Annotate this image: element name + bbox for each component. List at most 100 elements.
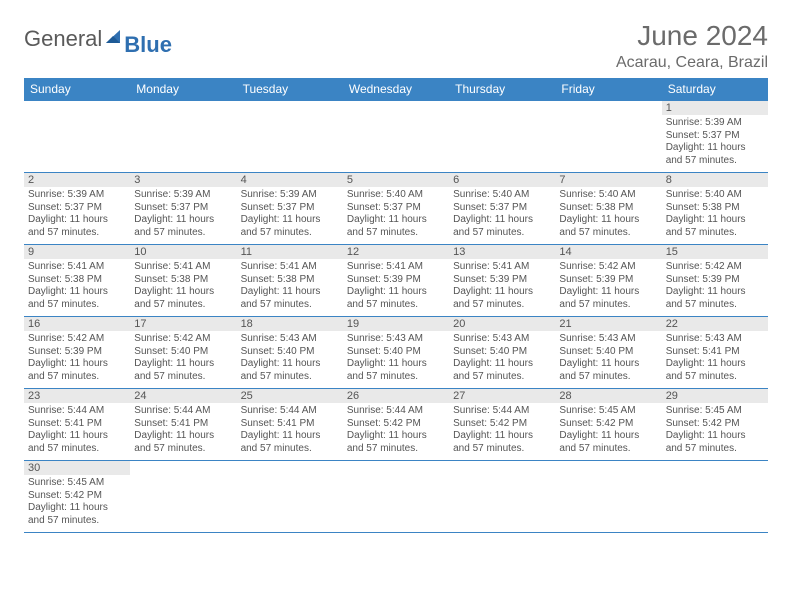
day-number: 8 [662,173,768,187]
day-details: Sunrise: 5:44 AMSunset: 5:41 PMDaylight:… [130,403,236,457]
title-wrap: June 2024 Acarau, Ceara, Brazil [616,20,768,72]
day-number: 9 [24,245,130,259]
day-number: 11 [237,245,343,259]
day-number: 3 [130,173,236,187]
calendar-cell: 30Sunrise: 5:45 AMSunset: 5:42 PMDayligh… [24,461,130,533]
day-number: 10 [130,245,236,259]
day-number: 24 [130,389,236,403]
logo: General Blue [24,20,172,58]
day-number: 20 [449,317,555,331]
calendar-cell: 8Sunrise: 5:40 AMSunset: 5:38 PMDaylight… [662,173,768,245]
logo-text-2: Blue [124,32,172,57]
day-number: 15 [662,245,768,259]
calendar-cell: 26Sunrise: 5:44 AMSunset: 5:42 PMDayligh… [343,389,449,461]
location: Acarau, Ceara, Brazil [616,54,768,72]
day-details: Sunrise: 5:42 AMSunset: 5:39 PMDaylight:… [24,331,130,385]
calendar-cell: 19Sunrise: 5:43 AMSunset: 5:40 PMDayligh… [343,317,449,389]
day-details: Sunrise: 5:45 AMSunset: 5:42 PMDaylight:… [555,403,661,457]
calendar-cell [130,101,236,173]
calendar-cell: 13Sunrise: 5:41 AMSunset: 5:39 PMDayligh… [449,245,555,317]
calendar-cell: 2Sunrise: 5:39 AMSunset: 5:37 PMDaylight… [24,173,130,245]
calendar-body: 1Sunrise: 5:39 AMSunset: 5:37 PMDaylight… [24,101,768,533]
header: General Blue June 2024 Acarau, Ceara, Br… [24,20,768,72]
day-number: 5 [343,173,449,187]
calendar-row: 2Sunrise: 5:39 AMSunset: 5:37 PMDaylight… [24,173,768,245]
calendar-cell: 16Sunrise: 5:42 AMSunset: 5:39 PMDayligh… [24,317,130,389]
calendar-cell [343,461,449,533]
day-header: Thursday [449,78,555,101]
calendar-header-row: SundayMondayTuesdayWednesdayThursdayFrid… [24,78,768,101]
calendar-cell: 25Sunrise: 5:44 AMSunset: 5:41 PMDayligh… [237,389,343,461]
day-details: Sunrise: 5:45 AMSunset: 5:42 PMDaylight:… [24,475,130,529]
day-header: Friday [555,78,661,101]
day-details: Sunrise: 5:39 AMSunset: 5:37 PMDaylight:… [662,115,768,169]
day-number: 14 [555,245,661,259]
sail-icon [104,26,126,52]
day-details: Sunrise: 5:45 AMSunset: 5:42 PMDaylight:… [662,403,768,457]
day-details: Sunrise: 5:42 AMSunset: 5:40 PMDaylight:… [130,331,236,385]
day-details: Sunrise: 5:41 AMSunset: 5:38 PMDaylight:… [24,259,130,313]
logo-text-1: General [24,26,102,52]
day-details: Sunrise: 5:40 AMSunset: 5:38 PMDaylight:… [662,187,768,241]
day-details: Sunrise: 5:40 AMSunset: 5:37 PMDaylight:… [449,187,555,241]
day-details: Sunrise: 5:43 AMSunset: 5:40 PMDaylight:… [237,331,343,385]
day-details: Sunrise: 5:42 AMSunset: 5:39 PMDaylight:… [662,259,768,313]
calendar-cell: 28Sunrise: 5:45 AMSunset: 5:42 PMDayligh… [555,389,661,461]
day-number: 4 [237,173,343,187]
day-details: Sunrise: 5:43 AMSunset: 5:40 PMDaylight:… [449,331,555,385]
calendar-row: 9Sunrise: 5:41 AMSunset: 5:38 PMDaylight… [24,245,768,317]
day-header: Saturday [662,78,768,101]
calendar-cell [555,101,661,173]
day-details: Sunrise: 5:43 AMSunset: 5:41 PMDaylight:… [662,331,768,385]
day-details: Sunrise: 5:44 AMSunset: 5:42 PMDaylight:… [343,403,449,457]
calendar-cell [449,101,555,173]
day-number: 17 [130,317,236,331]
day-number: 21 [555,317,661,331]
day-number: 19 [343,317,449,331]
calendar-row: 23Sunrise: 5:44 AMSunset: 5:41 PMDayligh… [24,389,768,461]
day-header: Tuesday [237,78,343,101]
calendar-cell [343,101,449,173]
day-details: Sunrise: 5:44 AMSunset: 5:42 PMDaylight:… [449,403,555,457]
day-details: Sunrise: 5:39 AMSunset: 5:37 PMDaylight:… [130,187,236,241]
calendar-cell: 11Sunrise: 5:41 AMSunset: 5:38 PMDayligh… [237,245,343,317]
day-details: Sunrise: 5:40 AMSunset: 5:37 PMDaylight:… [343,187,449,241]
calendar-cell: 5Sunrise: 5:40 AMSunset: 5:37 PMDaylight… [343,173,449,245]
calendar-cell [237,461,343,533]
day-details: Sunrise: 5:41 AMSunset: 5:38 PMDaylight:… [237,259,343,313]
day-number: 28 [555,389,661,403]
calendar-cell: 15Sunrise: 5:42 AMSunset: 5:39 PMDayligh… [662,245,768,317]
day-number: 1 [662,101,768,115]
day-number: 6 [449,173,555,187]
day-details: Sunrise: 5:40 AMSunset: 5:38 PMDaylight:… [555,187,661,241]
calendar-cell: 21Sunrise: 5:43 AMSunset: 5:40 PMDayligh… [555,317,661,389]
calendar-cell: 9Sunrise: 5:41 AMSunset: 5:38 PMDaylight… [24,245,130,317]
day-details: Sunrise: 5:41 AMSunset: 5:38 PMDaylight:… [130,259,236,313]
calendar-cell: 1Sunrise: 5:39 AMSunset: 5:37 PMDaylight… [662,101,768,173]
calendar-cell: 3Sunrise: 5:39 AMSunset: 5:37 PMDaylight… [130,173,236,245]
day-number: 27 [449,389,555,403]
calendar-cell: 12Sunrise: 5:41 AMSunset: 5:39 PMDayligh… [343,245,449,317]
day-number: 16 [24,317,130,331]
calendar-cell: 18Sunrise: 5:43 AMSunset: 5:40 PMDayligh… [237,317,343,389]
day-details: Sunrise: 5:41 AMSunset: 5:39 PMDaylight:… [343,259,449,313]
calendar-cell: 23Sunrise: 5:44 AMSunset: 5:41 PMDayligh… [24,389,130,461]
day-header: Sunday [24,78,130,101]
day-number: 25 [237,389,343,403]
day-details: Sunrise: 5:39 AMSunset: 5:37 PMDaylight:… [237,187,343,241]
day-number: 13 [449,245,555,259]
calendar-cell: 6Sunrise: 5:40 AMSunset: 5:37 PMDaylight… [449,173,555,245]
calendar-cell: 29Sunrise: 5:45 AMSunset: 5:42 PMDayligh… [662,389,768,461]
calendar-cell: 20Sunrise: 5:43 AMSunset: 5:40 PMDayligh… [449,317,555,389]
day-number: 18 [237,317,343,331]
day-number: 12 [343,245,449,259]
day-number: 7 [555,173,661,187]
calendar-cell: 4Sunrise: 5:39 AMSunset: 5:37 PMDaylight… [237,173,343,245]
calendar-cell [130,461,236,533]
day-number: 22 [662,317,768,331]
calendar-cell: 14Sunrise: 5:42 AMSunset: 5:39 PMDayligh… [555,245,661,317]
calendar-row: 16Sunrise: 5:42 AMSunset: 5:39 PMDayligh… [24,317,768,389]
calendar-cell [555,461,661,533]
day-details: Sunrise: 5:43 AMSunset: 5:40 PMDaylight:… [343,331,449,385]
calendar-cell: 24Sunrise: 5:44 AMSunset: 5:41 PMDayligh… [130,389,236,461]
